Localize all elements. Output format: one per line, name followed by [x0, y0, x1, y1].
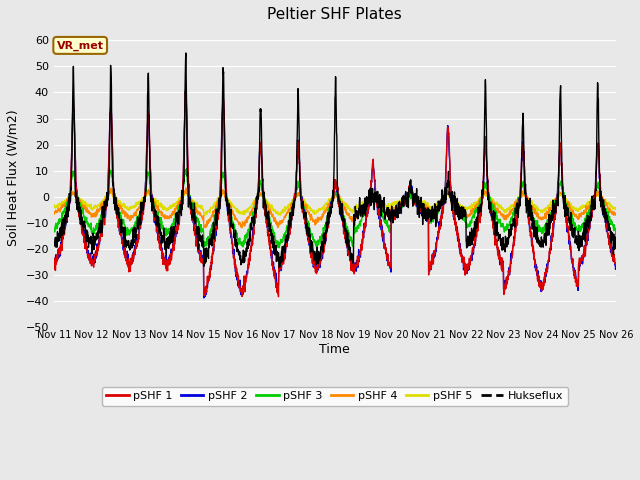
Title: Peltier SHF Plates: Peltier SHF Plates — [268, 7, 402, 22]
Text: VR_met: VR_met — [57, 40, 104, 50]
Legend: pSHF 1, pSHF 2, pSHF 3, pSHF 4, pSHF 5, Hukseflux: pSHF 1, pSHF 2, pSHF 3, pSHF 4, pSHF 5, … — [102, 386, 568, 406]
X-axis label: Time: Time — [319, 343, 350, 356]
Y-axis label: Soil Heat Flux (W/m2): Soil Heat Flux (W/m2) — [7, 109, 20, 245]
